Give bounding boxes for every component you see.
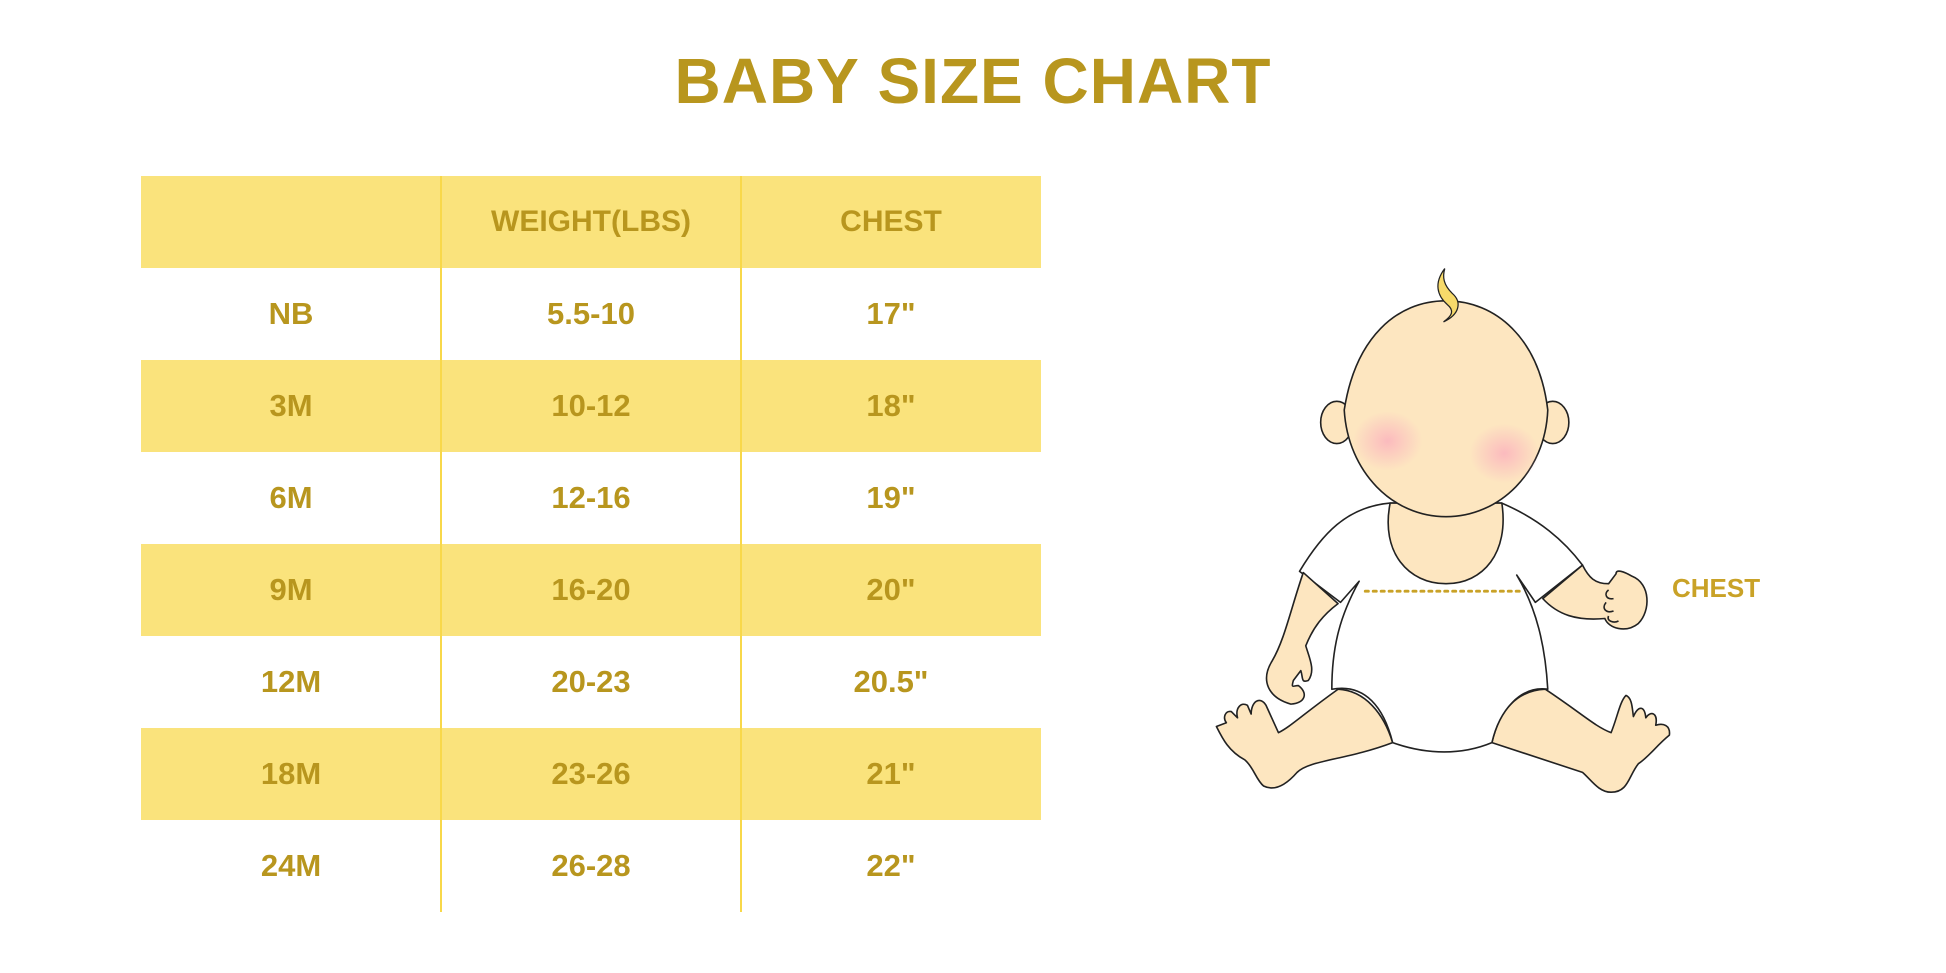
weight-cell: 16-20 xyxy=(551,572,631,607)
right-leg xyxy=(1491,688,1671,794)
size-cell: 24M xyxy=(260,848,322,883)
shirt xyxy=(1298,502,1584,753)
baby-illustration xyxy=(1215,268,1671,794)
table-row: 12M 20-23 20.5" xyxy=(141,636,1041,728)
head xyxy=(1343,299,1549,518)
chest-cell: 22" xyxy=(866,848,916,883)
weight-cell: 26-28 xyxy=(551,848,631,883)
left-cheek xyxy=(1352,411,1423,471)
table-row: 18M 23-26 21" xyxy=(141,728,1041,820)
weight-cell: 23-26 xyxy=(551,756,631,791)
size-cell: 9M xyxy=(269,572,313,607)
left-leg xyxy=(1215,688,1394,789)
size-cell: NB xyxy=(268,296,314,331)
right-arm xyxy=(1541,564,1648,630)
left-arm xyxy=(1265,571,1339,705)
neck xyxy=(1387,502,1504,585)
chest-cell: 20" xyxy=(866,572,916,607)
weight-cell: 12-16 xyxy=(551,480,631,515)
weight-cell: 20-23 xyxy=(551,664,631,699)
chest-cell: 20.5" xyxy=(853,664,929,699)
chest-cell: 17" xyxy=(866,296,916,331)
column-divider xyxy=(740,176,742,912)
table-row: 3M 10-12 18" xyxy=(141,360,1041,452)
weight-cell: 5.5-10 xyxy=(547,296,635,331)
table-header-row: WEIGHT(LBS) CHEST xyxy=(141,176,1041,268)
chest-cell: 19" xyxy=(866,480,916,515)
table-row: NB 5.5-10 17" xyxy=(141,268,1041,360)
size-cell: 3M xyxy=(269,388,313,423)
size-cell: 12M xyxy=(260,664,322,699)
size-cell: 18M xyxy=(260,756,322,791)
chest-cell: 21" xyxy=(866,756,916,791)
weight-cell: 10-12 xyxy=(551,388,631,423)
column-header xyxy=(141,176,441,268)
chest-cell: 18" xyxy=(866,388,916,423)
hair-tuft xyxy=(1437,268,1459,323)
size-cell: 6M xyxy=(269,480,313,515)
column-header: CHEST xyxy=(840,205,942,238)
column-divider xyxy=(440,176,442,912)
table-row: 24M 26-28 22" xyxy=(141,820,1041,912)
right-cheek xyxy=(1469,423,1540,484)
chest-label: CHEST xyxy=(1672,573,1761,603)
table-row: 6M 12-16 19" xyxy=(141,452,1041,544)
page-title: BABY SIZE CHART xyxy=(674,45,1272,117)
table-row: 9M 16-20 20" xyxy=(141,544,1041,636)
column-header: WEIGHT(LBS) xyxy=(491,205,691,238)
size-chart-table: WEIGHT(LBS) CHEST NB 5.5-10 17" 3M 10-12 18" 6M 1… xyxy=(141,176,1041,912)
